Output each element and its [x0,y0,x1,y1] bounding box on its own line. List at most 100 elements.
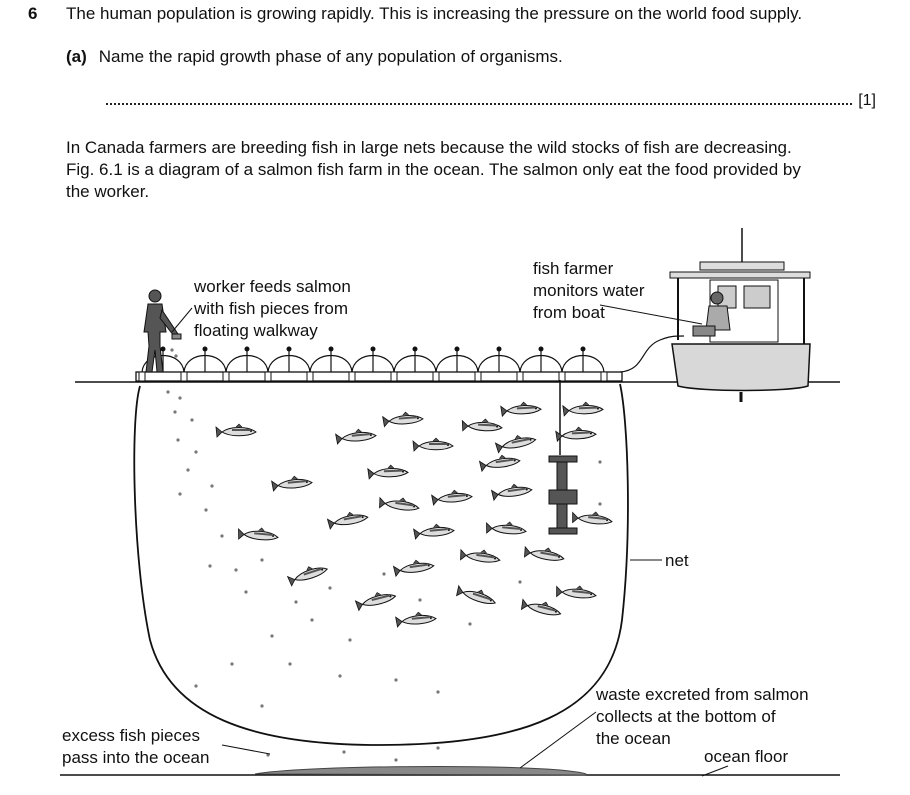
food-piece [394,758,398,762]
part-a-text: Name the rapid growth phase of any popul… [98,47,563,66]
salmon-fish [215,423,257,438]
food-piece [468,622,472,626]
food-piece [394,678,398,682]
label-net: net [665,551,689,570]
food-piece [194,684,198,688]
paragraph-line-2: Fig. 6.1 is a diagram of a salmon fish f… [66,160,801,179]
food-piece [208,564,212,568]
salmon-fish [478,454,521,473]
part-a-label: (a) [66,47,87,66]
salmon-fish [354,592,397,612]
float-knob [454,346,460,352]
food-piece [288,662,292,666]
cable [619,335,685,373]
salmon-fish [562,401,604,417]
food-piece [230,662,234,666]
walkway-post [474,371,482,382]
label-ocean-floor: ocean floor [704,747,789,766]
part-a: (a) Name the rapid growth phase of any po… [66,47,563,67]
food-piece [310,618,314,622]
salmon-fish [367,464,409,480]
salmon-fish [456,584,497,604]
salmon-school [215,401,613,628]
float-knob [328,346,334,352]
food-piece [234,568,238,572]
part-a-marks: [1] [858,92,876,109]
net [133,383,629,746]
walkway-post [558,371,566,382]
float-knob [244,346,250,352]
food-piece [418,598,422,602]
food-piece [338,674,342,678]
salmon-fish [500,401,542,418]
floating-walkway [135,346,623,382]
float-knob [412,346,418,352]
food-piece [220,534,224,538]
food-piece [342,750,346,754]
food-piece [436,690,440,694]
salmon-fish [412,437,454,452]
food-piece [190,418,194,422]
walkway-post [432,371,440,382]
salmon-fish [335,428,377,445]
leader-farmer [599,304,703,325]
label-farmer: fish farmer monitors water from boat [533,259,645,322]
salmon-fish [572,511,613,525]
food-piece [176,438,180,442]
salmon-fish [490,483,533,502]
food-piece [260,558,264,562]
float-knob [286,346,292,352]
salmon-fish [520,598,562,616]
salmon-fish [382,411,424,428]
walkway-post [390,371,398,382]
answer-line[interactable]: [1] [106,91,876,110]
waste-deposit [254,766,587,776]
walkway-post [348,371,356,382]
walkway-post [180,371,188,382]
food-piece [178,396,182,400]
question-stem: The human population is growing rapidly.… [66,4,803,23]
leader-excess [221,744,271,755]
salmon-fish [524,545,565,561]
food-piece [204,508,208,512]
float-knob [202,346,208,352]
food-pieces [166,348,602,762]
salmon-fish [431,489,473,506]
salmon-fish [326,511,369,530]
float-knob [496,346,502,352]
salmon-fish [413,523,455,540]
paragraph-line-1: In Canada farmers are breeding fish in l… [66,138,792,157]
label-worker: worker feeds salmon with fish pieces from… [194,277,351,340]
walkway-post [516,371,524,382]
float-knob [538,346,544,352]
boat [669,228,811,402]
salmon-fish [556,585,597,599]
food-piece [260,704,264,708]
food-piece [166,390,170,394]
food-piece [186,468,190,472]
monitoring-probe [548,380,578,535]
food-piece [178,492,182,496]
walkway-post [264,371,272,382]
walkway-post [222,371,230,382]
walkway-post [600,371,608,382]
leader-waste [519,711,597,769]
food-piece [244,590,248,594]
food-piece [210,484,214,488]
food-piece [436,746,440,750]
salmon-fish [461,418,503,432]
leader-worker [171,307,193,333]
food-piece [348,638,352,642]
paragraph-line-3: the worker. [66,182,150,201]
food-piece [270,634,274,638]
food-piece [174,354,178,358]
question-number: 6 [28,4,38,23]
food-piece [598,502,602,506]
salmon-fish [392,559,435,578]
leader-floor [701,765,729,777]
salmon-fish [486,521,527,535]
food-piece [518,580,522,584]
label-excess: excess fish pieces pass into the ocean [62,726,210,767]
salmon-fish [395,611,437,628]
answer-dots[interactable] [106,91,853,105]
